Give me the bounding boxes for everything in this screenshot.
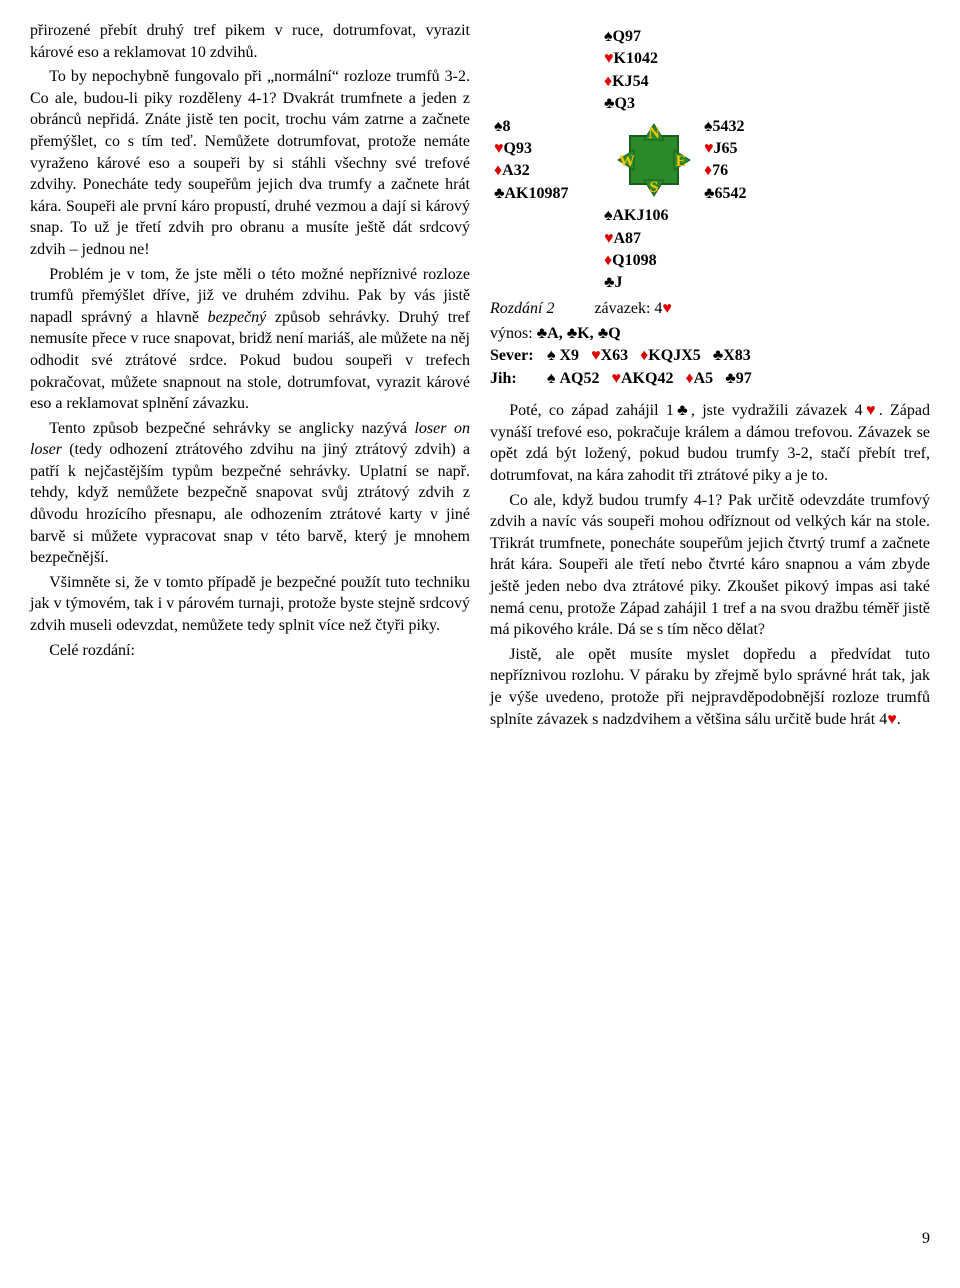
club-icon: ♣	[537, 325, 548, 342]
south-clubs: J	[615, 274, 623, 291]
heart-icon: ♥	[591, 347, 601, 364]
heart-icon: ♥	[704, 140, 714, 157]
north-hand: ♠Q97 ♥K1042 ♦KJ54 ♣Q3	[600, 26, 930, 116]
para4-seg-a: Tento způsob bezpečné sehrávky se anglic…	[49, 420, 414, 437]
east-clubs: 6542	[715, 185, 747, 202]
heart-icon: ♥	[612, 370, 622, 387]
club-icon: ♣	[725, 370, 736, 387]
sever-h: X63	[601, 347, 629, 364]
west-diamonds: A32	[502, 162, 530, 179]
north-diamonds: KJ54	[612, 73, 648, 90]
north-hearts: K1042	[614, 50, 658, 67]
diamond-icon: ♦	[685, 370, 693, 387]
diamond-icon: ♦	[604, 73, 612, 90]
diamond-icon: ♦	[494, 162, 502, 179]
south-diamonds: Q1098	[612, 252, 656, 269]
compass-icon: N S W E	[616, 122, 692, 198]
south-hearts: A87	[614, 230, 642, 247]
club-icon: ♣	[704, 185, 715, 202]
club-icon: ♣	[604, 95, 615, 112]
spade-icon: ♠	[547, 370, 556, 387]
north-clubs: Q3	[615, 95, 635, 112]
jih-row: Jih: ♠ AQ52 ♥AKQ42 ♦A5 ♣97	[490, 368, 930, 390]
east-spades: 5432	[713, 118, 745, 135]
para-left-3: Problém je v tom, že jste měli o této mo…	[30, 264, 470, 415]
club-icon: ♣	[713, 347, 724, 364]
club-icon: ♣	[598, 325, 609, 342]
para4-seg-b: (tedy odhození ztrátového zdvihu na jiný…	[30, 441, 470, 566]
club-icon: ♣	[604, 274, 615, 291]
east-diamonds: 76	[712, 162, 728, 179]
pr3-a: Jistě, ale opět musíte myslet dopředu a …	[490, 646, 930, 728]
vynos-label: výnos:	[490, 325, 533, 342]
para-left-5: Všimněte si, že v tomto případě je bezpe…	[30, 572, 470, 637]
sever-row: Sever: ♠ X9 ♥X63 ♦KQJX5 ♣X83	[490, 345, 930, 367]
pr1-a: Poté, co západ zahájil 1	[509, 402, 674, 419]
north-spades: Q97	[613, 28, 641, 45]
svg-text:E: E	[676, 153, 687, 170]
svg-text:W: W	[619, 153, 635, 170]
deal-info-1: Rozdání 2 závazek: 4♥	[490, 298, 930, 320]
club-icon: ♣	[567, 325, 578, 342]
sever-d: KQJX5	[648, 347, 700, 364]
para3-bezpecny: bezpečný	[208, 309, 267, 326]
para-left-1: přirozené přebít druhý tref pikem v ruce…	[30, 20, 470, 63]
west-hearts: Q93	[504, 140, 532, 157]
spade-icon: ♠	[704, 118, 713, 135]
jih-c: 97	[736, 370, 752, 387]
west-hand: ♠8 ♥Q93 ♦A32 ♣AK10987	[490, 116, 608, 206]
para-left-2: To by nepochybně fungovalo při „normální…	[30, 66, 470, 260]
svg-text:N: N	[648, 125, 660, 142]
spade-icon: ♠	[604, 28, 613, 45]
east-hand: ♠5432 ♥J65 ♦76 ♣6542	[700, 116, 818, 206]
sever-label: Sever:	[490, 345, 535, 367]
east-hearts: J65	[714, 140, 738, 157]
pr3-b: .	[897, 711, 901, 728]
pr1-b: , jste vydražili závazek 4	[691, 402, 863, 419]
heart-icon: ♥	[604, 50, 614, 67]
zavazek-label: závazek: 4	[594, 300, 662, 317]
para-right-3: Jistě, ale opět musíte myslet dopředu a …	[490, 644, 930, 730]
para-left-6: Celé rozdání:	[30, 640, 470, 662]
para-right-2: Co ale, když budou trumfy 4-1? Pak určit…	[490, 490, 930, 641]
west-spades: 8	[503, 118, 511, 135]
deal-info-2: výnos: ♣A, ♣K, ♣Q	[490, 323, 930, 345]
heart-icon: ♥	[604, 230, 614, 247]
heart-icon: ♥	[863, 402, 879, 419]
jih-label: Jih:	[490, 368, 535, 390]
west-clubs: AK10987	[505, 185, 569, 202]
south-hand: ♠AKJ106 ♥A87 ♦Q1098 ♣J	[600, 205, 930, 295]
diamond-icon: ♦	[704, 162, 712, 179]
svg-text:S: S	[650, 179, 659, 196]
heart-icon: ♥	[662, 300, 672, 317]
heart-icon: ♥	[887, 711, 897, 728]
para-left-4: Tento způsob bezpečné sehrávky se anglic…	[30, 418, 470, 569]
heart-icon: ♥	[494, 140, 504, 157]
jih-d: A5	[694, 370, 714, 387]
spade-icon: ♠	[604, 207, 613, 224]
spade-icon: ♠	[547, 347, 556, 364]
bridge-deal: ♠Q97 ♥K1042 ♦KJ54 ♣Q3 ♠8 ♥Q93 ♦A32 ♣AK10…	[490, 26, 930, 390]
spade-icon: ♠	[494, 118, 503, 135]
deal-middle-row: ♠8 ♥Q93 ♦A32 ♣AK10987 N S W E ♠5432 ♥J65…	[490, 116, 930, 206]
para-right-1: Poté, co západ zahájil 1♣, jste vydražil…	[490, 400, 930, 486]
club-icon: ♣	[674, 402, 691, 419]
rozdani-label: Rozdání 2	[490, 300, 554, 317]
page-number: 9	[30, 1228, 930, 1250]
diamond-icon: ♦	[604, 252, 612, 269]
club-icon: ♣	[494, 185, 505, 202]
sever-s: X9	[560, 347, 580, 364]
jih-h: AKQ42	[621, 370, 673, 387]
sever-c: X83	[723, 347, 751, 364]
jih-s: AQ52	[560, 370, 600, 387]
south-spades: AKJ106	[613, 207, 669, 224]
